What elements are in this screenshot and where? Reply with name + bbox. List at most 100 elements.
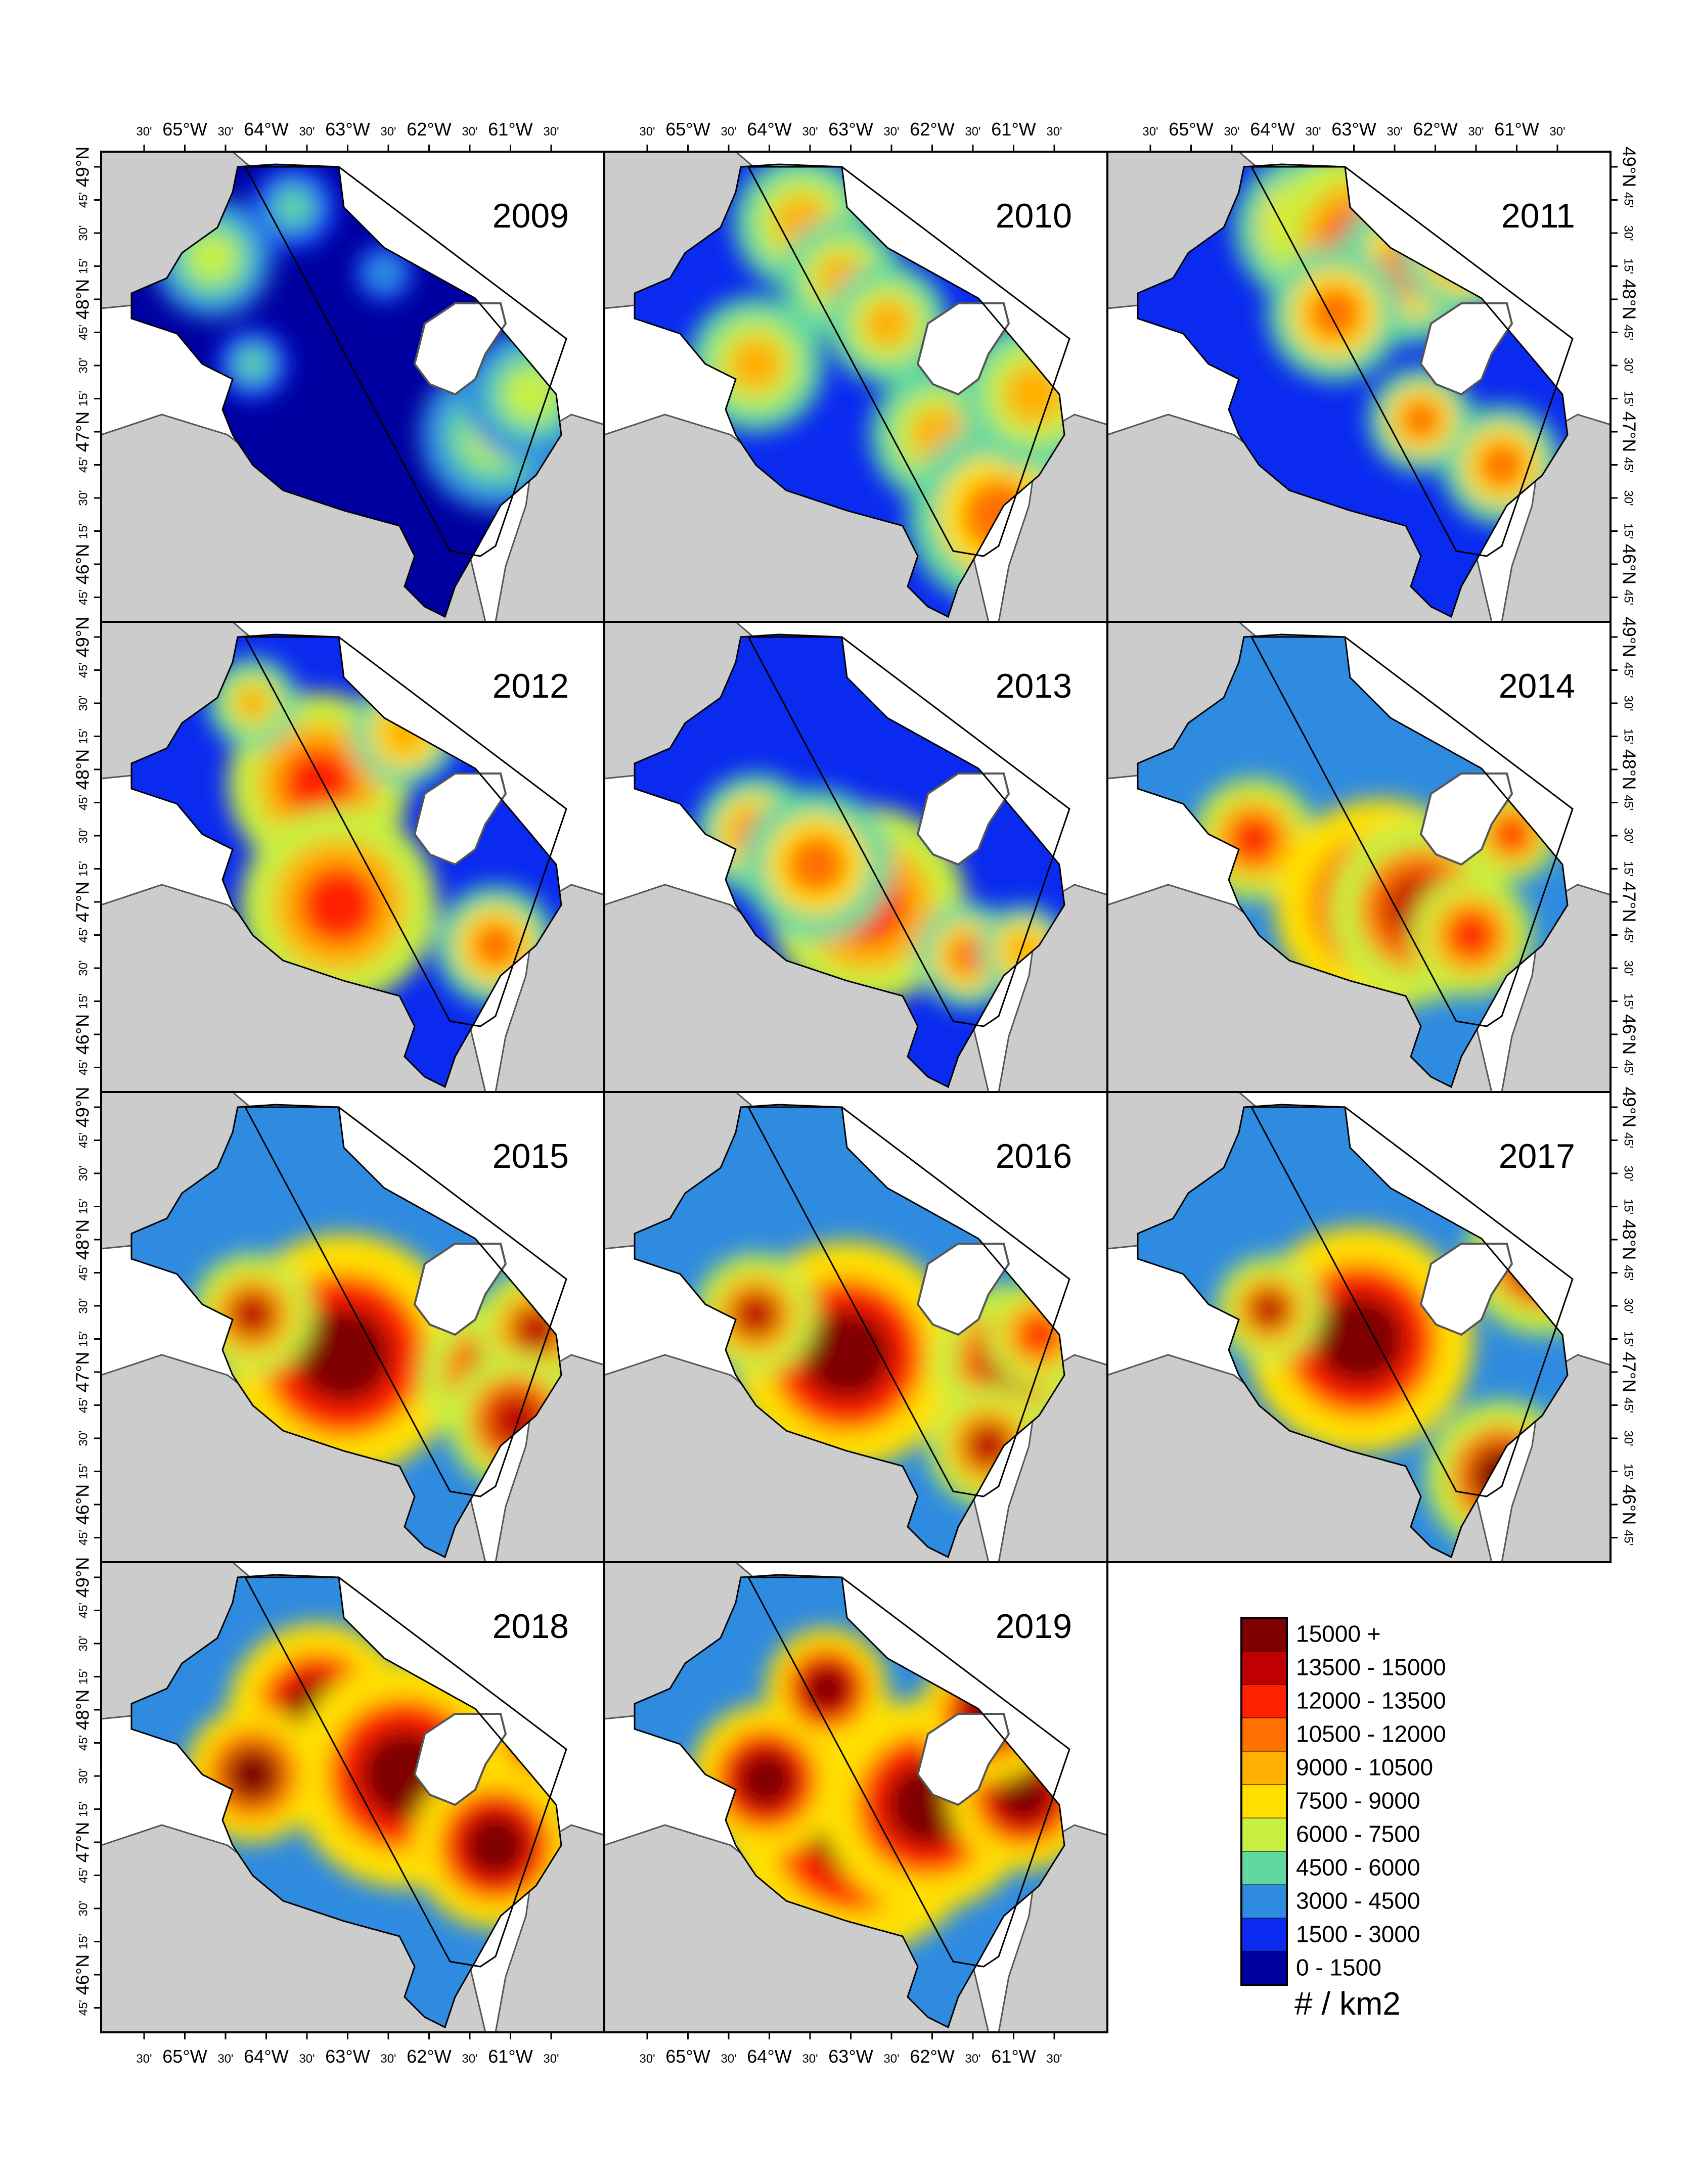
study-area-outline [634, 1104, 1065, 1559]
lat-tick-label: 30' [1622, 1298, 1635, 1313]
density-field [1138, 634, 1568, 1087]
lon-tick-label: 64°W [747, 119, 791, 140]
lat-tick-label: 30' [76, 1165, 90, 1181]
legend-swatch [1241, 1918, 1287, 1952]
island [916, 1243, 1010, 1336]
lat-tick-label: 47°N [1619, 882, 1639, 922]
lat-tick-label: 15' [1622, 729, 1635, 744]
lat-tick-label: 15' [76, 861, 90, 877]
lat-tick-label: 45' [1622, 192, 1635, 208]
lat-tick-label: 45' [1622, 927, 1635, 943]
lat-tick-label: 45' [76, 589, 90, 605]
lat-tick-label: 45' [76, 662, 90, 678]
lat-tick-label: 30' [1622, 1430, 1635, 1446]
lat-tick-label: 45' [76, 1530, 90, 1545]
lon-tick-label: 61°W [991, 2046, 1036, 2067]
lat-tick-label: 15' [76, 1199, 90, 1214]
land-mass-3 [998, 884, 1107, 1092]
lat-tick-label: 46°N [72, 1954, 93, 1995]
lon-tick-label: 30' [380, 125, 396, 139]
axes: 30' 65°W 30' 64°W 30' 63°W 30' 62°W 30' 61°W 30' 30… [72, 119, 1640, 2067]
land-mass-3 [495, 884, 604, 1092]
study-area-outline [634, 633, 1065, 1088]
lat-tick-label: 45' [76, 1060, 90, 1075]
legend-class-label: 9000 - 10500 [1296, 1754, 1433, 1781]
lat-tick-label: 30' [76, 828, 90, 843]
lat-tick-label: 30' [76, 490, 90, 506]
map-panel-2016: 2016 [603, 1091, 1108, 1563]
lat-tick-label: 15' [76, 391, 90, 406]
lon-tick-label: 64°W [244, 119, 288, 140]
lon-tick-label: 62°W [1413, 119, 1457, 140]
lat-tick-label: 30' [76, 1635, 90, 1651]
legend-swatch [1241, 1951, 1287, 1985]
lon-tick-label: 30' [1224, 125, 1239, 139]
density-field [131, 634, 561, 1087]
legend-class-label: 3000 - 4500 [1296, 1888, 1420, 1914]
lat-tick-label: 45' [1622, 1132, 1635, 1148]
legend-class-label: 15000 + [1296, 1621, 1381, 1647]
lon-tick-label: 30' [1142, 125, 1158, 139]
study-area-outline [1137, 163, 1569, 618]
lat-tick-label: 15' [1622, 1199, 1635, 1214]
lon-tick-label: 64°W [747, 2046, 791, 2067]
lon-tick-label: 62°W [910, 2046, 954, 2067]
lat-tick-label: 30' [76, 357, 90, 373]
legend-class-label: 4500 - 6000 [1296, 1854, 1420, 1881]
land-mass-3 [998, 414, 1107, 622]
lat-tick-label: 49°N [1619, 147, 1639, 187]
map-panel-2010: 2010 [603, 151, 1108, 623]
lat-tick-label: 48°N [72, 749, 93, 790]
lon-tick-label: 62°W [910, 119, 954, 140]
panel-year-label: 2010 [996, 197, 1072, 235]
lat-tick-label: 48°N [1619, 749, 1639, 790]
land-mass-3 [495, 1354, 604, 1562]
lat-tick-label: 46°N [72, 544, 93, 584]
lat-tick-label: 49°N [1619, 1087, 1639, 1127]
lon-tick-label: 30' [1387, 125, 1402, 139]
lat-tick-label: 46°N [1619, 544, 1639, 584]
lon-tick-label: 30' [543, 2052, 559, 2066]
study-area-outline [634, 163, 1065, 618]
lon-tick-label: 30' [721, 2052, 736, 2066]
lon-tick-label: 30' [883, 125, 899, 139]
map-panel-2011: 2011 [1106, 151, 1612, 623]
lat-tick-label: 49°N [72, 1557, 93, 1598]
land-mass-3 [495, 414, 604, 622]
lon-tick-label: 65°W [162, 2046, 207, 2067]
stratum-boundary [244, 1576, 567, 1968]
land-mass-3 [998, 1824, 1107, 2032]
lat-tick-label: 45' [1622, 1397, 1635, 1413]
lat-tick-label: 15' [1622, 861, 1635, 877]
lat-tick-label: 49°N [72, 147, 93, 187]
map-panels: 2009 2010 2011 2012 2013 2014 2015 2016 2017 2018… [100, 151, 1612, 2033]
lon-tick-label: 30' [462, 2052, 477, 2066]
lat-tick-label: 47°N [1619, 412, 1639, 452]
panel-year-label: 2014 [1499, 667, 1575, 705]
lon-tick-label: 30' [1305, 125, 1321, 139]
legend-class-label: 6000 - 7500 [1296, 1821, 1420, 1847]
density-field [635, 1105, 1064, 1557]
lon-tick-label: 61°W [1494, 119, 1539, 140]
lat-tick-label: 48°N [72, 1219, 93, 1260]
lon-tick-label: 30' [802, 2052, 818, 2066]
lat-tick-label: 46°N [1619, 1014, 1639, 1055]
lat-tick-label: 45' [1622, 325, 1635, 340]
lat-tick-label: 45' [76, 927, 90, 943]
panel-year-label: 2017 [1499, 1137, 1575, 1175]
legend-class-label: 0 - 1500 [1296, 1954, 1381, 1981]
stratum-boundary [1250, 636, 1574, 1027]
legend-class-label: 13500 - 15000 [1296, 1654, 1446, 1680]
lat-tick-label: 45' [76, 1132, 90, 1148]
lat-tick-label: 46°N [72, 1484, 93, 1525]
panel-year-label: 2019 [996, 1607, 1072, 1646]
lat-tick-label: 48°N [72, 279, 93, 320]
lat-tick-label: 15' [76, 258, 90, 274]
lat-tick-label: 30' [1622, 490, 1635, 506]
lon-tick-label: 30' [965, 2052, 980, 2066]
island [1419, 772, 1513, 866]
island [916, 772, 1010, 866]
lat-tick-label: 30' [76, 1768, 90, 1784]
legend-swatch [1241, 1851, 1287, 1885]
